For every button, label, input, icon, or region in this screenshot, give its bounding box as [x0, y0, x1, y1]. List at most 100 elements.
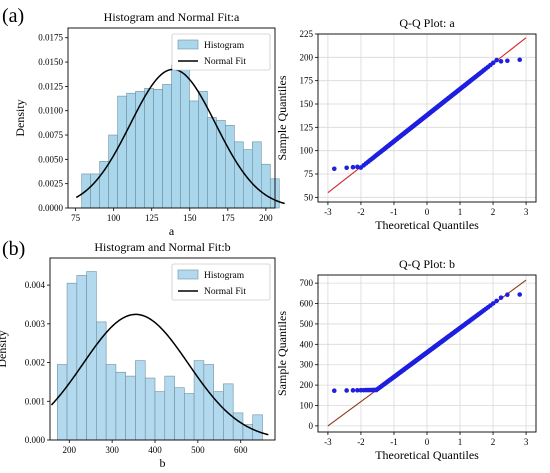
x-tick-label: 0 [425, 207, 430, 217]
x-tick-label: 200 [259, 213, 273, 223]
qq-point [344, 165, 349, 171]
y-tick-label: 500 [300, 319, 314, 329]
qq-point [490, 60, 496, 66]
x-axis-label: b [160, 456, 166, 470]
histogram-bar [115, 371, 126, 441]
x-axis-label: Theoretical Quantiles [375, 218, 479, 232]
panel-label-b: (b) [2, 238, 25, 260]
histogram-a: 75 100 125 150 175 200 0.0000 0.0025 0.0050 0.007… [13, 10, 285, 238]
histogram-bar [164, 375, 175, 441]
y-tick-label: 0.001 [25, 396, 45, 406]
x-tick-label: 175 [221, 213, 235, 223]
y-tick-label: 0.002 [25, 358, 45, 368]
x-tick-label: 3 [524, 207, 529, 217]
histogram-bar [56, 364, 68, 441]
y-tick-label: 0 [309, 421, 314, 431]
x-tick-label: 3 [524, 437, 529, 447]
qq-point [490, 301, 496, 306]
legend-label-histogram: Histogram [204, 271, 245, 281]
x-tick-label: 200 [63, 445, 77, 455]
histogram-bar [117, 95, 127, 209]
x-tick-label: 500 [191, 445, 205, 455]
y-tick-label: 600 [300, 299, 314, 309]
histogram-bar [144, 88, 154, 209]
histogram-bar [171, 64, 181, 209]
qq-point [355, 387, 360, 393]
qq-point [494, 298, 499, 304]
histogram-bar [108, 134, 118, 209]
histogram-bar [252, 414, 263, 441]
histogram-bar [125, 375, 136, 441]
y-axis-label: Density [13, 99, 27, 136]
x-tick-label: -2 [357, 207, 365, 217]
qq-point [350, 164, 356, 170]
x-tick-label: -1 [390, 207, 398, 217]
x-tick-label: 2 [491, 207, 496, 217]
x-tick-label: 2 [491, 437, 496, 447]
y-tick-label: 200 [300, 52, 314, 62]
qq-point [494, 57, 499, 63]
x-tick-label: 600 [234, 445, 248, 455]
qq-point [517, 292, 523, 297]
y-tick-label: 0.0050 [38, 154, 63, 164]
histogram-bar [180, 66, 190, 209]
x-tick-label: 300 [105, 445, 119, 455]
histogram-bar [126, 92, 136, 209]
qq-point [344, 388, 349, 393]
y-tick-label: 225 [300, 29, 314, 39]
histogram-bar [207, 117, 217, 209]
x-tick-label: -1 [390, 437, 398, 447]
x-tick-label: 100 [107, 213, 121, 223]
legend-swatch-histogram [177, 39, 199, 50]
legend-swatch-histogram [177, 269, 199, 280]
y-tick-label: 200 [300, 380, 314, 390]
histogram-bar [193, 360, 205, 441]
qq-plot-b: -3 -2 -1 0 1 2 3 0 100 200 300 400 500 600 700 Q-Q Plot… [275, 257, 537, 462]
plot-frame [317, 33, 537, 203]
y-tick-label: 175 [300, 76, 314, 86]
x-tick-label: 0 [425, 437, 430, 447]
y-tick-label: 0.003 [25, 319, 46, 329]
qq-plot-a: -3 -2 -1 0 1 2 3 50 75 100 125 150 175 200 225 Q-Q Plot… [275, 16, 537, 232]
histogram-bar [162, 84, 172, 209]
histogram-bar [261, 163, 271, 209]
qq-point [355, 164, 360, 170]
y-tick-label: 75 [304, 169, 314, 179]
y-tick-label: 300 [300, 360, 314, 370]
qq-point [331, 166, 337, 172]
legend-label-normal-fit: Normal Fit [204, 57, 246, 67]
qq-point [331, 388, 337, 393]
y-tick-label: 100 [300, 146, 314, 156]
qq-point [498, 59, 504, 64]
plot-frame [317, 274, 537, 433]
panel-label-a: (a) [2, 5, 24, 27]
y-axis-label: Sample Quantiles [275, 75, 289, 160]
histogram-bar [144, 377, 156, 441]
x-axis-label: a [169, 224, 175, 238]
histogram-bar [174, 387, 185, 441]
histogram-bar [135, 90, 145, 209]
plot-frame [49, 257, 276, 441]
histogram-bar [234, 141, 244, 209]
x-tick-label: 150 [183, 213, 197, 223]
histogram-bar [66, 282, 78, 441]
histogram-bar [105, 364, 117, 441]
histogram-bar [184, 393, 195, 441]
histogram-bar [76, 275, 87, 441]
x-axis-label: Theoretical Quantiles [375, 448, 479, 462]
histogram-bar [198, 90, 208, 209]
y-tick-label: 125 [300, 122, 314, 132]
y-tick-label: 0.0000 [38, 203, 63, 213]
chart-title: Histogram and Normal Fit:b [94, 240, 230, 254]
plot-frame [67, 27, 276, 209]
legend-label-normal-fit: Normal Fit [204, 287, 246, 297]
y-tick-label: 0.0175 [38, 33, 63, 43]
chart-title: Q-Q Plot: b [399, 257, 455, 271]
histogram-bar [252, 141, 262, 209]
histogram-bar [135, 360, 146, 441]
qq-point [505, 292, 510, 298]
qq-point [350, 388, 356, 393]
qq-point [517, 57, 523, 63]
y-tick-label: 0.0075 [38, 130, 63, 140]
